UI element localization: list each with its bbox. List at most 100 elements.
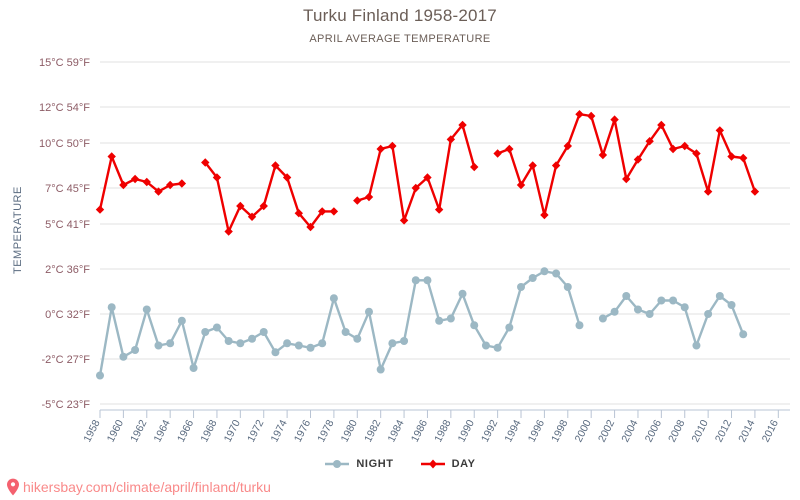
data-point [236, 201, 245, 211]
data-point [294, 209, 304, 218]
y-axis-tick-label: 0°C 32°F [45, 309, 90, 321]
data-point [119, 180, 128, 190]
data-point [107, 152, 116, 161]
data-point [201, 328, 210, 336]
x-axis-tick-label: 1980 [339, 418, 360, 444]
data-point [107, 303, 116, 312]
legend-item-night[interactable]: NIGHT [324, 458, 393, 470]
x-axis-tick-label: 1984 [385, 418, 406, 444]
data-point [376, 365, 385, 374]
data-point [399, 216, 409, 225]
y-axis-tick-label: 12°C 54°F [39, 102, 90, 114]
data-point [563, 283, 572, 291]
data-point [423, 276, 432, 285]
night-legend-swatch [325, 460, 350, 468]
data-point [739, 330, 748, 339]
y-axis-tick-label: 5°C 41°F [45, 219, 90, 231]
chart-subtitle: APRIL AVERAGE TEMPERATURE [309, 33, 491, 45]
data-point [341, 328, 350, 336]
data-point [528, 161, 537, 170]
data-point [282, 173, 292, 182]
y-axis-tick-label: -2°C 27°F [41, 354, 90, 366]
data-point [177, 179, 187, 188]
series-line [496, 112, 757, 217]
legend-item-day[interactable]: DAY [420, 458, 476, 470]
data-point [142, 177, 151, 187]
data-point [329, 207, 339, 216]
data-point [131, 346, 140, 354]
x-axis-tick-label: 1982 [362, 418, 383, 444]
data-point [657, 120, 666, 130]
data-point [95, 205, 105, 214]
gridlines [100, 61, 790, 405]
x-axis-tick-label: 2002 [596, 418, 617, 444]
data-point [704, 310, 713, 318]
data-point [306, 222, 315, 232]
x-axis-tick-label: 2008 [666, 418, 687, 444]
data-point [318, 207, 327, 216]
data-point [727, 152, 736, 161]
data-point [271, 348, 280, 357]
map-pin-icon [7, 478, 19, 496]
source-url-text: hikersbay.com/climate/april/finland/turk… [23, 479, 271, 495]
x-axis-tick-label: 2016 [760, 418, 781, 444]
data-point [715, 126, 725, 135]
data-point [470, 162, 479, 172]
data-point [353, 334, 362, 343]
x-axis-tick-label: 1964 [152, 418, 173, 444]
x-axis-tick-label: 1962 [128, 418, 149, 444]
x-axis-tick-label: 1976 [292, 418, 313, 444]
data-point [364, 192, 374, 202]
data-point [610, 307, 619, 316]
data-point [388, 141, 397, 151]
x-axis-tick-label: 1986 [409, 418, 430, 444]
data-point [423, 173, 432, 182]
data-point [575, 321, 584, 330]
data-point [201, 158, 210, 167]
x-axis-tick-label: 1994 [502, 418, 523, 444]
data-point [657, 296, 666, 305]
data-point [517, 283, 526, 291]
data-point [353, 196, 362, 205]
data-point [610, 115, 619, 124]
data-point [411, 183, 420, 193]
data-point [540, 267, 549, 276]
data-point [493, 343, 502, 352]
y-axis-tick-label: 15°C 59°F [39, 57, 90, 69]
day-legend-swatch [420, 459, 445, 469]
data-point [598, 314, 607, 323]
x-axis-tick-labels: 1958 1960 1962 1964 1966 1968 1970 1972 1974 1976… [81, 418, 781, 444]
data-point [259, 328, 268, 336]
y-axis-tick-labels: 15°C 59°F 12°C 54°F 10°C 50°F 7°C 45°F 5°C 4… [39, 57, 90, 411]
data-point [248, 334, 257, 343]
x-axis-tick-label: 1960 [105, 418, 126, 444]
y-axis-tick-label: 7°C 45°F [45, 183, 90, 195]
data-point [458, 289, 467, 298]
data-point [96, 371, 104, 380]
data-point [446, 314, 455, 323]
legend-label-day: DAY [451, 458, 476, 470]
x-axis-tick-label: 2014 [736, 418, 757, 444]
data-point [668, 144, 678, 154]
y-axis-tick-label: 2°C 36°F [45, 264, 90, 276]
x-axis-tick-label: 1988 [432, 418, 453, 444]
x-axis-tick-label: 1966 [175, 418, 196, 444]
legend-label-night: NIGHT [356, 458, 394, 470]
data-point [575, 110, 584, 119]
data-point [119, 352, 128, 361]
series-line [98, 270, 581, 377]
x-axis-tick-label: 2010 [690, 418, 711, 444]
data-point [633, 155, 643, 164]
chart-legend: NIGHT DAY [0, 458, 800, 470]
x-axis-tick-label: 1978 [315, 418, 336, 444]
source-footer[interactable]: hikersbay.com/climate/april/finland/turk… [6, 478, 271, 496]
series-line [356, 123, 476, 222]
series-line [204, 161, 336, 233]
data-point [516, 180, 526, 190]
data-point [165, 180, 175, 190]
data-point [154, 187, 163, 196]
data-point [622, 174, 631, 184]
data-point [692, 341, 701, 350]
